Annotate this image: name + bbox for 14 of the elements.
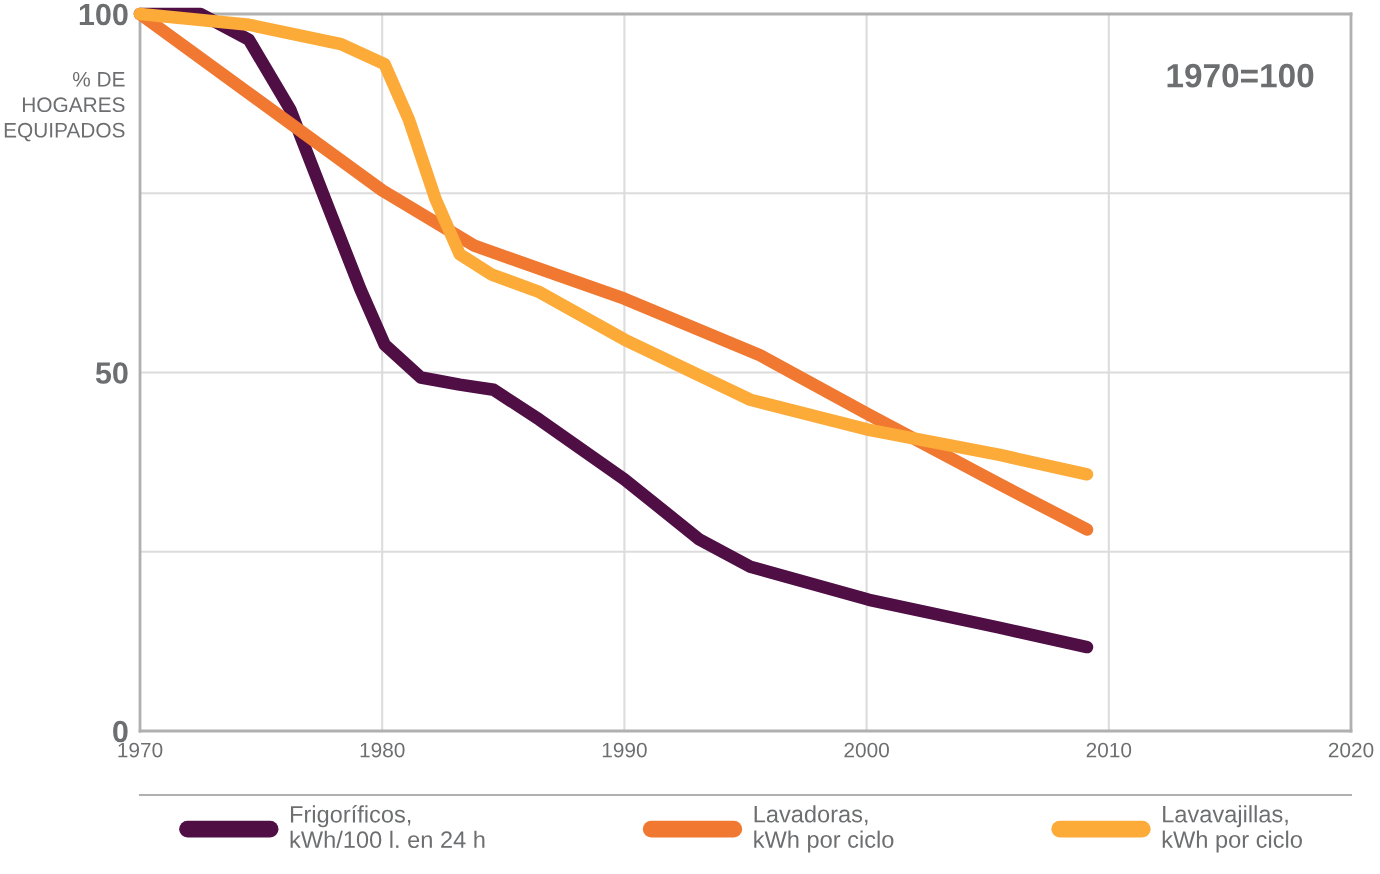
y-tick-label: 50: [95, 362, 128, 384]
y-axis-title: % DE HOGARES EQUIPADOS: [4, 72, 125, 142]
y-tick-label: 0: [113, 720, 128, 743]
annotation: 1970=100: [1167, 63, 1314, 88]
x-tick-label: 1970: [118, 742, 163, 758]
x-tick-label: 2000: [844, 742, 889, 758]
x-tick-label: 2020: [1328, 742, 1374, 758]
y-tick-label: 100: [79, 3, 128, 26]
legend-label: Lavadoras, kWh por ciclo: [754, 805, 894, 853]
legend-label: Lavavajillas, kWh por ciclo: [1162, 805, 1302, 853]
x-tick-label: 2010: [1086, 742, 1132, 758]
x-tick-label: 1980: [360, 742, 405, 758]
legend-label: Frigoríficos, kWh/100 l. en 24 h: [290, 805, 485, 849]
x-tick-label: 1990: [602, 742, 647, 758]
